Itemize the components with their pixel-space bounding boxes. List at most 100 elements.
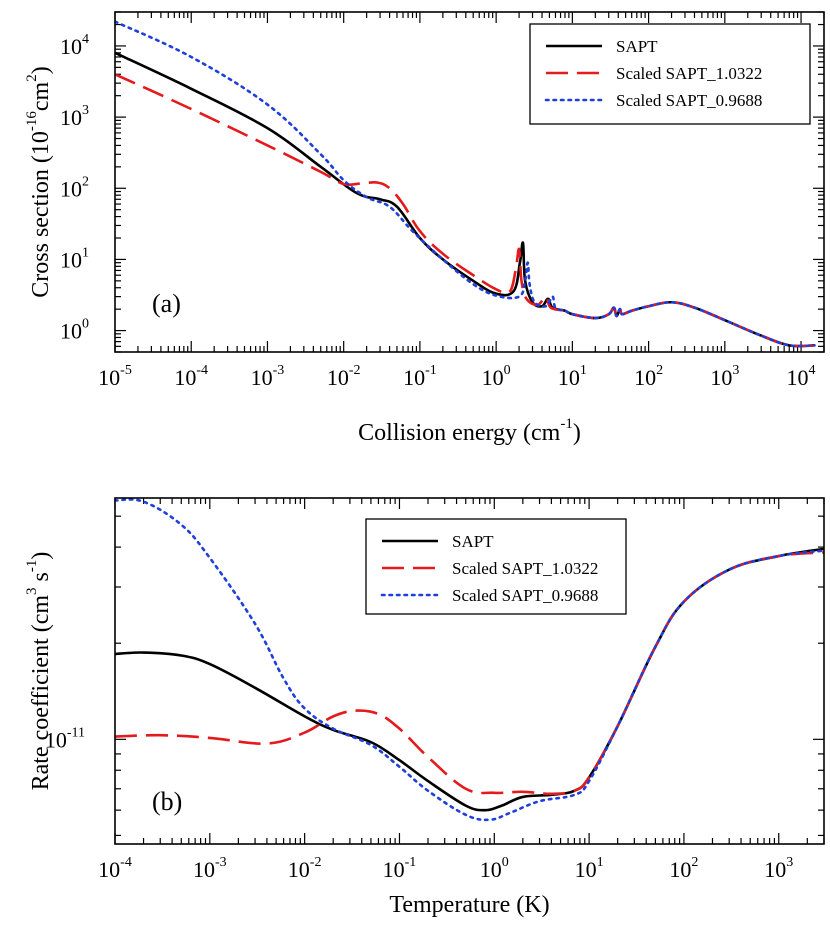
y-axis-label-sup: -16 [24,111,40,131]
legend-label-2: Scaled SAPT_1.0322 [616,64,762,83]
y-tick-base: 10 [45,727,67,752]
y-tick-base: 10 [60,247,82,272]
y-tick-label: 100 [60,317,89,344]
y-axis-ticks [115,515,824,837]
x-tick-base: 10 [575,857,597,882]
x-tick-base: 10 [288,857,310,882]
y-tick-base: 10 [60,34,82,59]
x-tick-label: 10-4 [98,855,132,882]
plot-frame [114,497,825,845]
y-tick-label: 102 [60,174,89,201]
legend-label-1: SAPT [452,532,494,551]
x-tick-base: 10 [98,365,120,390]
x-tick-base: 10 [710,365,732,390]
x-tick-label: 101 [558,363,587,390]
legend-box [529,23,811,125]
x-tick-exponent: -4 [120,855,132,870]
x-tick-label: 10-2 [327,363,361,390]
y-tick-exponent: 1 [82,245,89,260]
x-tick-exponent: -2 [310,855,322,870]
x-tick-exponent: 2 [691,855,698,870]
panel-label: (a) [152,289,181,318]
x-tick-label: 10-2 [288,855,322,882]
legend-label-2: Scaled SAPT_1.0322 [452,559,598,578]
x-axis-label-tail: ) [573,420,581,446]
x-tick-exponent: -3 [215,855,227,870]
x-tick-exponent: 3 [732,363,739,378]
y-axis-label-sup2: 2 [24,74,40,82]
y-axis-label-sup: 3 [24,587,40,595]
x-tick-exponent: -5 [120,363,132,378]
x-tick-label: 100 [482,363,511,390]
y-axis-label-tail: ) [28,552,54,560]
y-tick-base: 10 [60,105,82,130]
x-tick-base: 10 [403,365,425,390]
y-tick-base: 10 [60,319,82,344]
y-axis-label-main: Cross section (10 [28,131,54,298]
legend-label-3: Scaled SAPT_0.9688 [616,91,762,110]
x-tick-exponent: -1 [425,363,437,378]
plot-frame [114,11,825,353]
y-axis-label-tail: ) [28,66,54,74]
x-tick-exponent: 0 [502,855,509,870]
x-tick-base: 10 [787,365,809,390]
y-tick-label: 101 [60,245,89,272]
y-axis-label-mid: cm [28,81,54,111]
legend: SAPT Scaled SAPT_1.0322 Scaled SAPT_0.9688 [365,518,627,615]
series-group [115,498,824,822]
x-tick-exponent: -1 [405,855,417,870]
x-tick-base: 10 [383,857,405,882]
x-tick-exponent: 3 [786,855,793,870]
x-tick-base: 10 [634,365,656,390]
y-axis-label-mid: s [28,572,54,587]
x-tick-label: 102 [669,855,698,882]
x-tick-label: 10-3 [193,855,227,882]
x-tick-base: 10 [98,857,120,882]
y-tick-base: 10 [60,176,82,201]
x-tick-label: 10-4 [174,363,208,390]
x-axis-label: Temperature (K) [389,892,549,918]
series-line-3 [115,20,816,348]
legend-label-3: Scaled SAPT_0.9688 [452,586,598,605]
panel-label: (b) [152,787,182,816]
x-tick-label: 10-3 [251,363,285,390]
x-tick-base: 10 [558,365,580,390]
x-tick-exponent: 1 [580,363,587,378]
series-group [115,20,816,348]
legend-label-1: SAPT [616,37,658,56]
x-tick-label: 103 [764,855,793,882]
x-axis-label-main: Temperature (K) [389,892,549,918]
y-axis-label: Rate coefficient (cm3 s-1) [24,552,54,791]
x-tick-label: 100 [480,855,509,882]
x-tick-exponent: 0 [504,363,511,378]
x-tick-exponent: -2 [349,363,361,378]
y-tick-exponent: 2 [82,174,89,189]
legend-box [365,518,627,615]
y-tick-label: 10-11 [45,725,85,752]
x-tick-labels: 10-4 10-3 10-2 10-1 100 101 102 103 [98,855,793,882]
x-axis-ticks [114,12,825,352]
x-tick-exponent: 2 [656,363,663,378]
x-tick-base: 10 [251,365,273,390]
y-axis-label-sup2: -1 [24,560,40,573]
y-tick-label: 103 [60,103,89,130]
series-line-3 [115,498,824,822]
x-tick-base: 10 [480,857,502,882]
x-tick-label: 102 [634,363,663,390]
y-axis-label-main: Rate coefficient (cm [28,595,54,791]
y-tick-exponent: 0 [82,317,89,332]
x-tick-label: 10-1 [383,855,417,882]
x-tick-exponent: 1 [597,855,604,870]
x-tick-base: 10 [174,365,196,390]
x-tick-exponent: -3 [273,363,285,378]
x-tick-label: 103 [710,363,739,390]
y-tick-exponent: 3 [82,103,89,118]
y-tick-labels: 10-11 [45,725,85,752]
x-tick-label: 10-1 [403,363,437,390]
x-tick-exponent: -4 [196,363,208,378]
x-tick-base: 10 [193,857,215,882]
x-tick-exponent: 4 [809,363,816,378]
legend: SAPT Scaled SAPT_1.0322 Scaled SAPT_0.9688 [529,23,811,125]
